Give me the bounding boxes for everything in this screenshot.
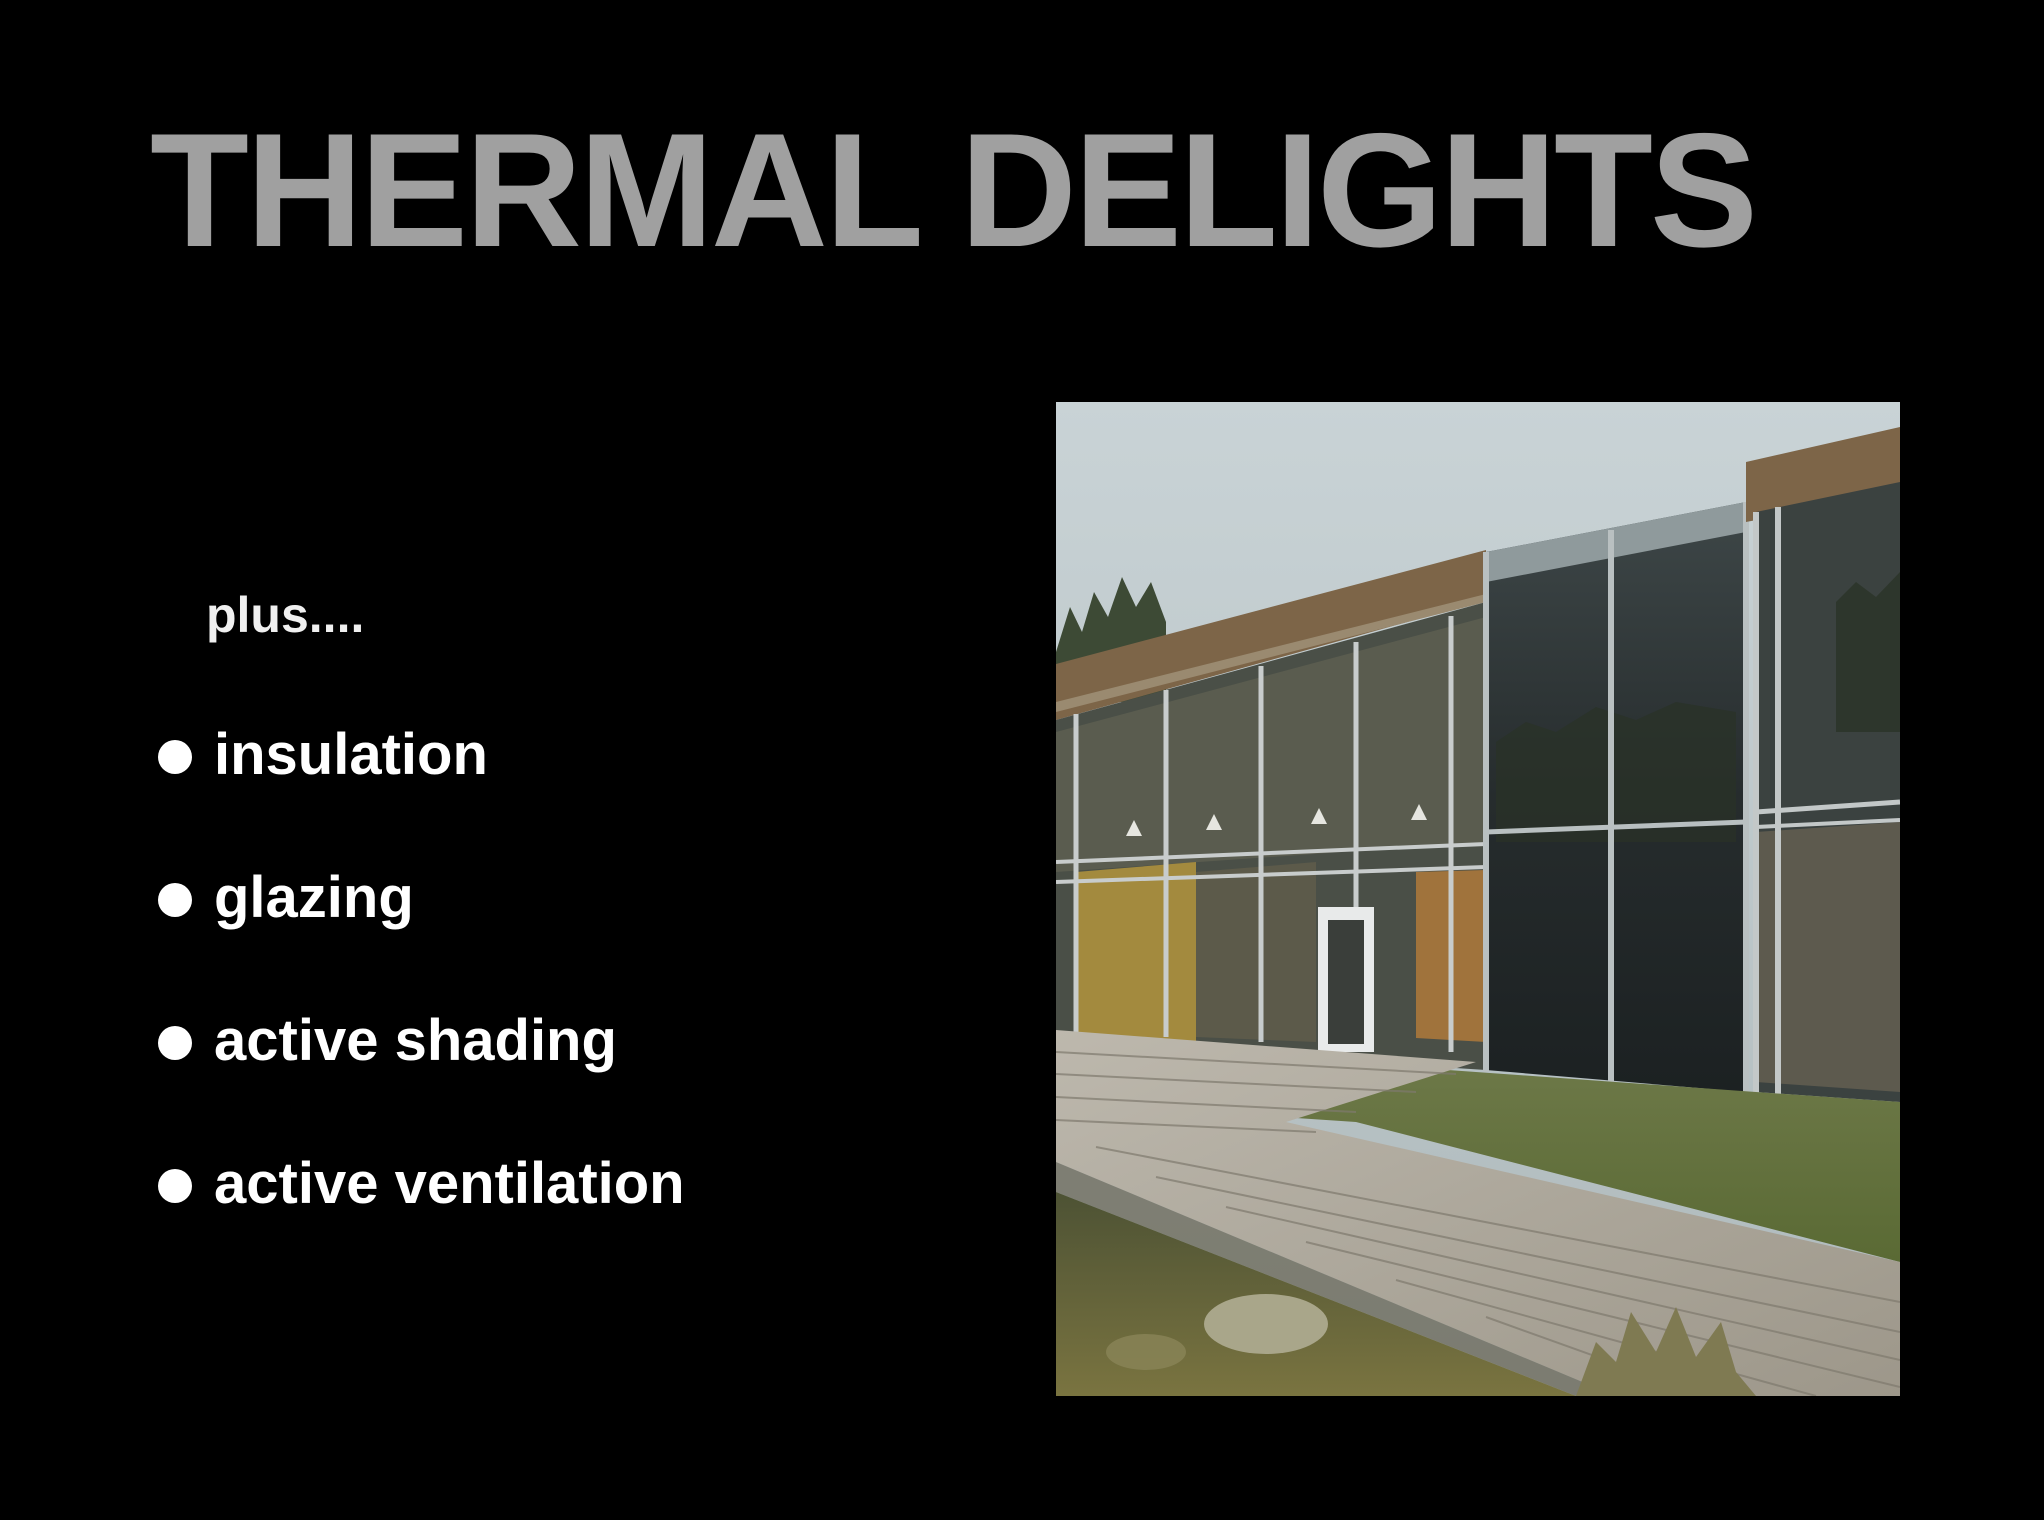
bullet-item-active-shading: active shading xyxy=(158,1008,685,1151)
bullet-label: active shading xyxy=(214,1008,617,1073)
bullet-list: insulation glazing active shading active… xyxy=(158,722,685,1294)
building-photo-illustration xyxy=(1056,402,1900,1396)
bullet-label: glazing xyxy=(214,865,414,930)
bullet-label: active ventilation xyxy=(214,1151,685,1216)
bullet-dot-icon xyxy=(158,740,192,774)
bullet-label: insulation xyxy=(214,722,488,787)
bullet-dot-icon xyxy=(158,883,192,917)
bullet-item-insulation: insulation xyxy=(158,722,685,865)
bullet-dot-icon xyxy=(158,1169,192,1203)
bullet-dot-icon xyxy=(158,1026,192,1060)
building-photo xyxy=(1056,402,1900,1396)
bullet-item-active-ventilation: active ventilation xyxy=(158,1151,685,1294)
intro-text: plus.... xyxy=(206,587,365,643)
bullet-item-glazing: glazing xyxy=(158,865,685,1008)
slide-title: THERMAL DELIGHTS xyxy=(150,100,1758,281)
